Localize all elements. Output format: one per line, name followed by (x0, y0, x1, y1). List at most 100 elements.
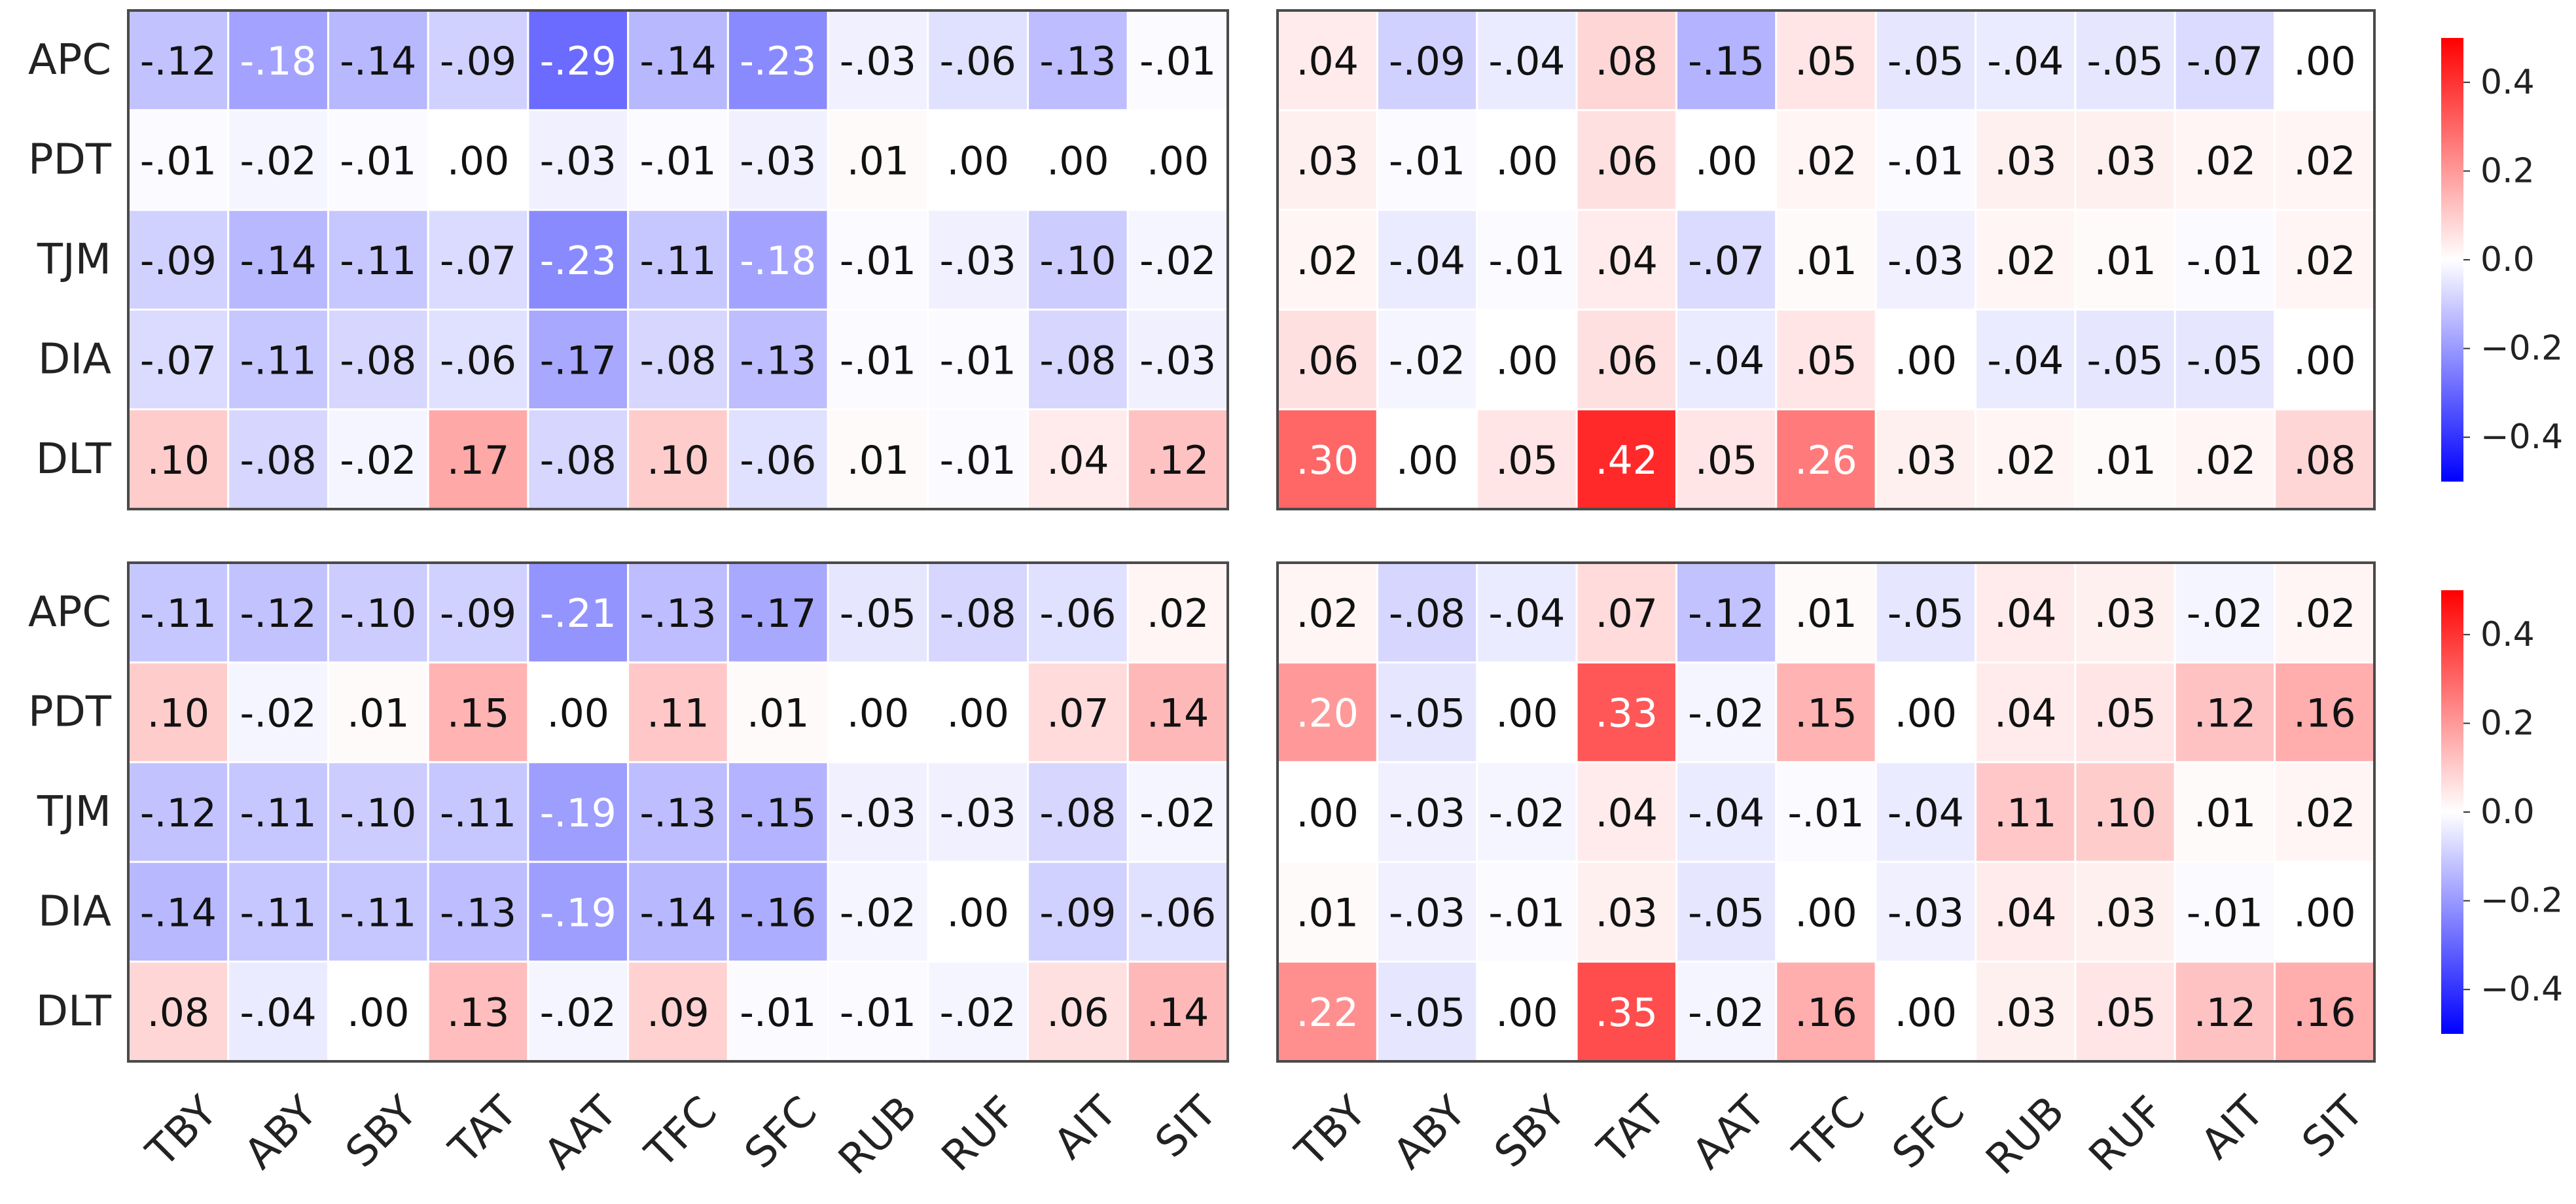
cell-value-label: -.06 (1139, 890, 1216, 936)
heatmap-cell (927, 561, 1029, 664)
heatmap-cell (2074, 860, 2176, 963)
cell-value-label: .04 (1296, 39, 1358, 84)
cell-value-label: -.04 (1887, 790, 1964, 836)
cell-value-label: .04 (1994, 691, 2056, 737)
cell-value-label: .10 (147, 691, 209, 737)
column-tick-label: ABY (236, 1087, 327, 1178)
heatmap-cell (927, 308, 1029, 411)
cell-value-label: .06 (1296, 338, 1358, 383)
cell-value-label: .00 (1895, 691, 1957, 737)
column-tick-label: ABY (1384, 1087, 1476, 1178)
panel-frame (127, 9, 1229, 510)
heatmap-cell (827, 860, 929, 963)
cell-value-label: -.17 (740, 591, 816, 637)
cell-value-label: -.11 (240, 890, 317, 936)
heatmap-cell (1975, 308, 2077, 411)
cell-value-label: .05 (1495, 438, 1558, 484)
cell-value-label: .09 (647, 990, 709, 1036)
cell-value-label: -.02 (940, 990, 1016, 1036)
heatmap-cell (1975, 860, 2077, 963)
colorbar-tick-label: −0.4 (2480, 970, 2563, 1009)
cell-value-label: .35 (1596, 990, 1658, 1036)
cell-value-label: -.14 (639, 890, 716, 936)
heatmap-cell (127, 9, 230, 111)
heatmap-cell (726, 860, 829, 963)
row-tick-label: TJM (37, 788, 111, 836)
cell-value-label: -.17 (540, 338, 617, 383)
heatmap-cell (1775, 661, 1877, 764)
heatmap-cell (1476, 408, 1578, 510)
heatmap-cell (1575, 209, 1677, 311)
cell-value-label: .02 (2293, 591, 2355, 637)
heatmap-cell (1874, 561, 1977, 664)
cell-value-label: -.03 (940, 790, 1016, 836)
cell-value-label: .03 (1296, 139, 1358, 185)
cell-value-label: .07 (1046, 691, 1109, 737)
cell-value-label: -.03 (540, 139, 617, 185)
cell-value-label: .00 (946, 139, 1009, 185)
panel-frame (1276, 9, 2376, 510)
heatmap-cell (726, 308, 829, 411)
colorbar-tick-label: −0.2 (2480, 881, 2563, 921)
cell-value-label: .03 (2094, 139, 2156, 185)
cell-value-label: -.02 (240, 139, 317, 185)
heatmap-cell (527, 561, 630, 664)
heatmap-cell (1874, 308, 1977, 411)
cell-value-label: -.04 (1688, 790, 1764, 836)
heatmap-cell (1476, 308, 1578, 411)
cell-value-label: .02 (1994, 238, 2056, 284)
cell-value-label: .08 (147, 990, 209, 1036)
heatmap-cell (1575, 408, 1677, 510)
heatmap-cell (2174, 308, 2276, 411)
cell-value-label: -.14 (340, 39, 416, 84)
heatmap-cell (527, 860, 630, 963)
cell-value-label: .01 (1795, 591, 1857, 637)
heatmap-cell (1476, 561, 1578, 664)
heatmap-cell (2274, 9, 2376, 111)
heatmap-cell (127, 209, 230, 311)
heatmap-cell (527, 209, 630, 311)
cell-value-label: -.23 (740, 39, 816, 84)
cell-value-label: .00 (946, 691, 1009, 737)
heatmap-cell (127, 109, 230, 211)
cell-value-label: .00 (946, 890, 1009, 936)
cell-value-label: -.14 (140, 890, 217, 936)
cell-value-label: -.11 (440, 790, 516, 836)
cell-value-label: .26 (1795, 438, 1857, 484)
cell-value-label: -.10 (340, 790, 416, 836)
cell-value-label: .01 (847, 139, 909, 185)
heatmap-cell (2074, 308, 2176, 411)
heatmap-cell (1126, 109, 1229, 211)
cell-value-label: .03 (1596, 890, 1658, 936)
cell-value-label: -.11 (340, 890, 416, 936)
cell-value-label: .02 (1296, 238, 1358, 284)
cell-value-label: .11 (1994, 790, 2056, 836)
heatmap-cell (1276, 860, 1378, 963)
heatmap-cell (627, 308, 729, 411)
heatmap-cell (1775, 109, 1877, 211)
heatmap-cell (827, 961, 929, 1063)
cell-value-label: .16 (1795, 990, 1857, 1036)
heatmap-cell (627, 561, 729, 664)
cell-value-label: .01 (2094, 438, 2156, 484)
cell-value-label: .05 (2094, 990, 2156, 1036)
heatmap-cell (1975, 109, 2077, 211)
cell-value-label: -.08 (1389, 591, 1465, 637)
cell-value-label: .00 (1495, 990, 1558, 1036)
heatmap-cell (1874, 961, 1977, 1063)
heatmap-cell (327, 109, 429, 211)
heatmap-cell (1276, 661, 1378, 764)
cell-value-label: -.09 (440, 591, 516, 637)
cell-value-label: -.11 (639, 238, 716, 284)
heatmap-cell (1874, 661, 1977, 764)
cell-value-label: -.03 (940, 238, 1016, 284)
cell-value-label: -.05 (840, 591, 916, 637)
cell-value-label: .00 (2293, 39, 2355, 84)
heatmap-cell (427, 308, 529, 411)
heatmap-cell (227, 860, 329, 963)
column-tick-label: SIT (2293, 1087, 2374, 1167)
heatmap-cells-layer: -.12 -.18 -.14 -.09 -.29 -.14 -.23 -.03 -.06 -.13… (127, 9, 2376, 1063)
cell-value-label: .02 (2293, 790, 2355, 836)
cell-value-label: -.06 (740, 438, 816, 484)
